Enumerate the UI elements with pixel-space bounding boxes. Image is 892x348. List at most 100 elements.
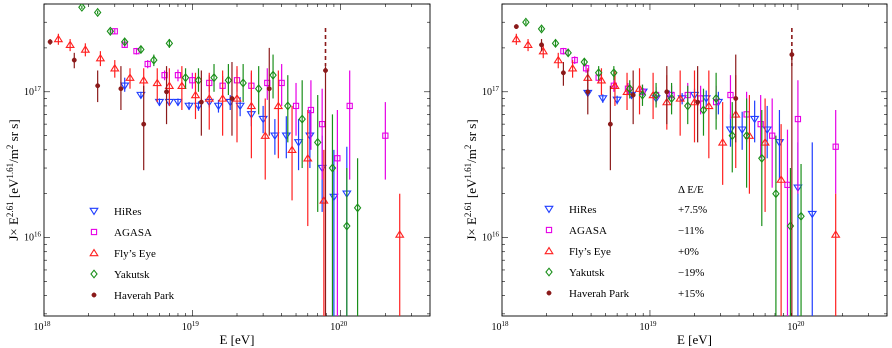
data-point — [523, 40, 533, 49]
x-tick-label: 1020 — [330, 320, 348, 333]
legend-label: HiRes — [569, 204, 597, 216]
data-point — [717, 137, 728, 146]
data-point — [596, 75, 607, 84]
data-point — [194, 75, 203, 85]
legend-label: Yakutsk — [569, 267, 605, 279]
legend-label: HiRes — [114, 206, 142, 218]
data-point — [749, 115, 760, 124]
data-point — [346, 102, 353, 110]
x-tick-label: 1018 — [492, 320, 510, 333]
legend-marker — [544, 246, 554, 255]
data-point — [607, 121, 613, 127]
data-point — [634, 84, 645, 92]
data-point — [727, 91, 734, 99]
data-point — [204, 94, 215, 102]
data-point — [213, 102, 224, 111]
data-point — [264, 79, 271, 87]
data-point — [217, 94, 228, 102]
data-point — [254, 84, 263, 94]
data-point — [664, 89, 670, 95]
data-point — [93, 7, 102, 18]
data-point — [560, 70, 566, 76]
data-point — [78, 4, 86, 12]
data-point — [695, 99, 701, 105]
data-point — [260, 131, 271, 139]
y-axis-label: J× E2.61 [eV1.61/m2 sr s] — [463, 119, 479, 240]
y-tick-label: 1017 — [482, 85, 500, 98]
data-point — [269, 70, 277, 80]
data-point — [181, 72, 190, 83]
data-point — [161, 72, 168, 79]
y-tick-label: 1017 — [24, 85, 42, 98]
data-point — [553, 55, 564, 64]
data-point — [701, 95, 712, 103]
legend-marker — [546, 290, 552, 296]
data-point — [165, 38, 174, 48]
data-point — [120, 37, 129, 47]
data-point — [343, 221, 351, 231]
chart-panel-2: 1018 1019 1020 1016 1017 E [eV] J× E2.61 [eV1.… — [463, 3, 888, 347]
data-point — [585, 89, 591, 95]
data-point — [246, 101, 257, 110]
data-point — [141, 121, 147, 127]
data-point — [266, 86, 272, 92]
data-point — [137, 44, 145, 55]
data-point — [830, 230, 841, 238]
data-point — [119, 82, 130, 91]
data-point — [744, 131, 755, 139]
data-point — [302, 153, 313, 162]
data-point — [118, 86, 124, 92]
data-point — [65, 40, 75, 49]
data-point — [797, 211, 805, 221]
series-haverah-park — [513, 24, 795, 316]
legend-label: Haverah Park — [569, 288, 630, 300]
data-point — [287, 145, 297, 154]
data-point — [742, 131, 751, 141]
legend-label: Fly’s Eye — [114, 248, 156, 260]
data-point — [522, 17, 530, 27]
data-point — [95, 53, 106, 62]
series-fly-s-eye — [53, 33, 405, 316]
data-point — [758, 153, 766, 163]
data-point — [270, 132, 280, 141]
data-point — [567, 63, 578, 72]
data-point — [757, 120, 764, 128]
data-point — [776, 175, 786, 183]
data-point — [807, 210, 818, 219]
data-point — [313, 137, 322, 148]
data-point — [190, 90, 201, 99]
data-point — [683, 101, 692, 111]
data-point — [164, 89, 169, 95]
legend-label: Fly’s Eye — [569, 246, 611, 258]
legend-marker — [90, 228, 98, 236]
data-point — [224, 75, 233, 85]
data-point — [832, 143, 839, 150]
data-point — [239, 78, 247, 88]
data-point — [164, 81, 175, 89]
data-point — [193, 102, 204, 111]
data-point — [323, 68, 328, 73]
data-point — [564, 48, 572, 58]
data-point — [278, 79, 285, 87]
data-point — [235, 102, 245, 111]
plot-frame — [43, 3, 431, 317]
legend-label: AGASA — [114, 227, 152, 239]
data-point — [511, 34, 522, 43]
axis-ticks — [43, 3, 431, 316]
legend: HiRes AGASA Fly’s Eye Yakutsk Haverah Park — [89, 206, 175, 302]
legend-shift-value: +7.5% — [678, 204, 707, 216]
y-tick-label: 1016 — [482, 231, 500, 244]
legend-shift-value: −19% — [678, 267, 704, 279]
legend-marker — [91, 292, 97, 298]
data-point — [737, 126, 747, 135]
legend-label: AGASA — [569, 225, 607, 237]
legend-marker — [545, 267, 553, 277]
data-point — [648, 90, 658, 99]
x-tick-label: 1020 — [787, 320, 805, 333]
plot-area — [47, 4, 405, 316]
data-point — [71, 57, 77, 63]
data-point — [184, 102, 194, 111]
data-point — [177, 81, 187, 89]
data-point — [174, 72, 182, 79]
